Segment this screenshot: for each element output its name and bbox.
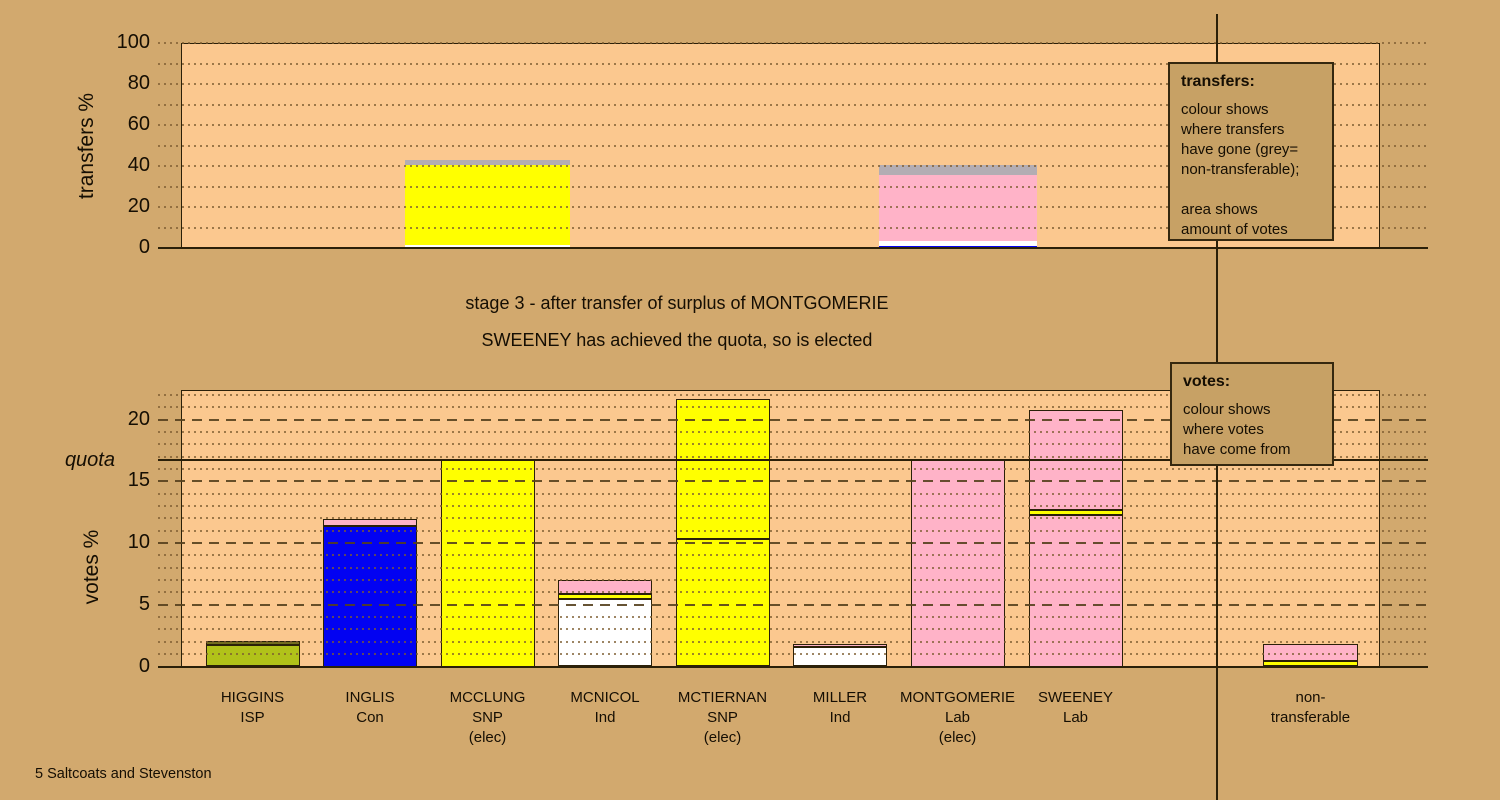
votes-gridline-12	[158, 517, 1428, 520]
x-axis-label-montgomerie: MONTGOMERIE Lab (elec)	[900, 689, 1015, 746]
votes-legend-title: votes:	[1183, 373, 1231, 390]
stage-title: stage 3 - after transfer of surplus of M…	[465, 293, 889, 313]
transfers-legend: transfers: colour shows where transfers …	[1168, 62, 1334, 241]
x-axis-label-inglis: INGLIS Con	[345, 689, 395, 726]
transfers-x-axis-line	[158, 247, 1428, 249]
votes-gridline-13	[158, 505, 1428, 508]
votes-gridline-4	[158, 616, 1428, 619]
transfers-axis-title: transfers %	[75, 92, 98, 200]
votes-bar-segment-2-0	[440, 460, 535, 667]
x-axis-label-mctiernan: MCTIERNAN SNP (elec)	[677, 689, 768, 746]
x-axis-label-non: non- transferable	[1270, 689, 1351, 726]
votes-y-tick-20: 20	[127, 407, 150, 430]
transfers-bar-segment-0-0	[405, 244, 570, 248]
votes-gridline-7	[158, 579, 1428, 582]
transfers-gridline-10	[158, 226, 1428, 229]
transfers-gridline-60	[158, 124, 1428, 126]
votes-gridline-3	[158, 628, 1428, 631]
transfers-y-tick-80: 80	[127, 72, 150, 94]
transfers-gridline-100	[158, 42, 1428, 44]
x-axis-label-mcclung: MCCLUNG SNP (elec)	[449, 689, 526, 746]
votes-bar-segment-7-1	[1028, 510, 1123, 515]
transfers-legend-body: colour shows where transfers have gone (…	[1181, 101, 1300, 238]
transfers-bar-segment-1-3	[879, 164, 1037, 176]
transfers-gridline-80	[158, 83, 1428, 85]
transfers-gridline-30	[158, 185, 1428, 188]
transfers-y-tick-20: 20	[127, 195, 150, 217]
transfers-y-tick-100: 100	[116, 31, 150, 53]
votes-x-axis-line	[158, 665, 1428, 668]
votes-gridline-18	[158, 443, 1428, 446]
transfers-gridline-20	[158, 206, 1428, 208]
transfers-gridline-50	[158, 144, 1428, 147]
votes-gridline-22	[158, 393, 1428, 396]
votes-gridline-1	[158, 653, 1428, 656]
transfers-legend-title: transfers:	[1181, 73, 1255, 90]
votes-gridline-21	[158, 406, 1428, 409]
votes-bar-segment-1-0	[323, 525, 417, 667]
x-axis-label-sweeney: SWEENEY Lab	[1037, 689, 1113, 726]
votes-gridline-6	[158, 591, 1428, 594]
transfers-gridline-70	[158, 103, 1428, 106]
votes-gridline-2	[158, 640, 1428, 643]
x-axis-label-mcnicol: MCNICOL Ind	[570, 689, 640, 726]
transfers-gridline-90	[158, 62, 1428, 65]
transfers-y-tick-40: 40	[127, 154, 150, 176]
votes-gridline-15	[158, 480, 1428, 483]
votes-bar-segment-5-0	[793, 647, 887, 667]
votes-gridline-5	[158, 603, 1428, 606]
votes-gridline-20	[158, 418, 1428, 421]
votes-bar-segment-1-1	[323, 518, 417, 526]
votes-bar-segment-3-1	[558, 593, 652, 600]
votes-gridline-8	[158, 566, 1428, 569]
x-axis-label-higgins: HIGGINS ISP	[220, 689, 285, 726]
transfers-bar-segment-0-2	[405, 159, 570, 165]
votes-legend: votes: colour shows where votes have com…	[1170, 362, 1334, 466]
votes-legend-body: colour shows where votes have come from	[1183, 401, 1291, 458]
transfers-gridline-40	[158, 165, 1428, 167]
quota-line	[158, 459, 1428, 462]
quota-label: quota	[64, 449, 115, 471]
stage-subtitle: SWEENEY has achieved the quota, so is el…	[481, 330, 873, 350]
votes-gridline-10	[158, 542, 1428, 545]
votes-bar-segment-8-1	[1263, 644, 1358, 661]
votes-axis-title: votes %	[80, 529, 103, 605]
votes-bar-segment-4-0	[675, 538, 770, 667]
votes-gridline-17	[158, 455, 1428, 458]
votes-gridline-9	[158, 554, 1428, 557]
votes-y-tick-0: 0	[138, 654, 150, 677]
ward-footer: 5 Saltcoats and Stevenston	[35, 766, 212, 782]
transfers-y-tick-60: 60	[127, 113, 150, 135]
x-axis-label-miller: MILLER Ind	[812, 689, 868, 726]
transfers-bar-segment-1-0	[879, 245, 1037, 248]
votes-gridline-19	[158, 430, 1428, 433]
votes-bar-segment-3-0	[558, 599, 652, 667]
votes-gridline-16	[158, 468, 1428, 470]
votes-bar-segment-6-0	[910, 460, 1005, 667]
votes-y-tick-15: 15	[127, 469, 150, 492]
votes-gridline-11	[158, 529, 1428, 532]
votes-y-tick-10: 10	[127, 531, 150, 554]
transfers-bar-segment-1-1	[879, 241, 1037, 246]
votes-bar-segment-0-0	[205, 644, 300, 667]
votes-y-tick-5: 5	[138, 592, 150, 615]
transfers-y-tick-0: 0	[138, 236, 150, 258]
votes-gridline-14	[158, 492, 1428, 495]
votes-bar-segment-5-1	[793, 643, 887, 648]
transfers-bar-segment-0-1	[405, 164, 570, 245]
